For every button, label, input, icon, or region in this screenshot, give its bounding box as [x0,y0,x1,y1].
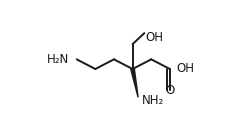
Text: O: O [165,84,174,97]
Text: H₂N: H₂N [47,53,69,66]
Text: NH₂: NH₂ [142,94,164,107]
Text: OH: OH [146,31,164,44]
Polygon shape [131,69,138,97]
Text: OH: OH [176,63,194,75]
